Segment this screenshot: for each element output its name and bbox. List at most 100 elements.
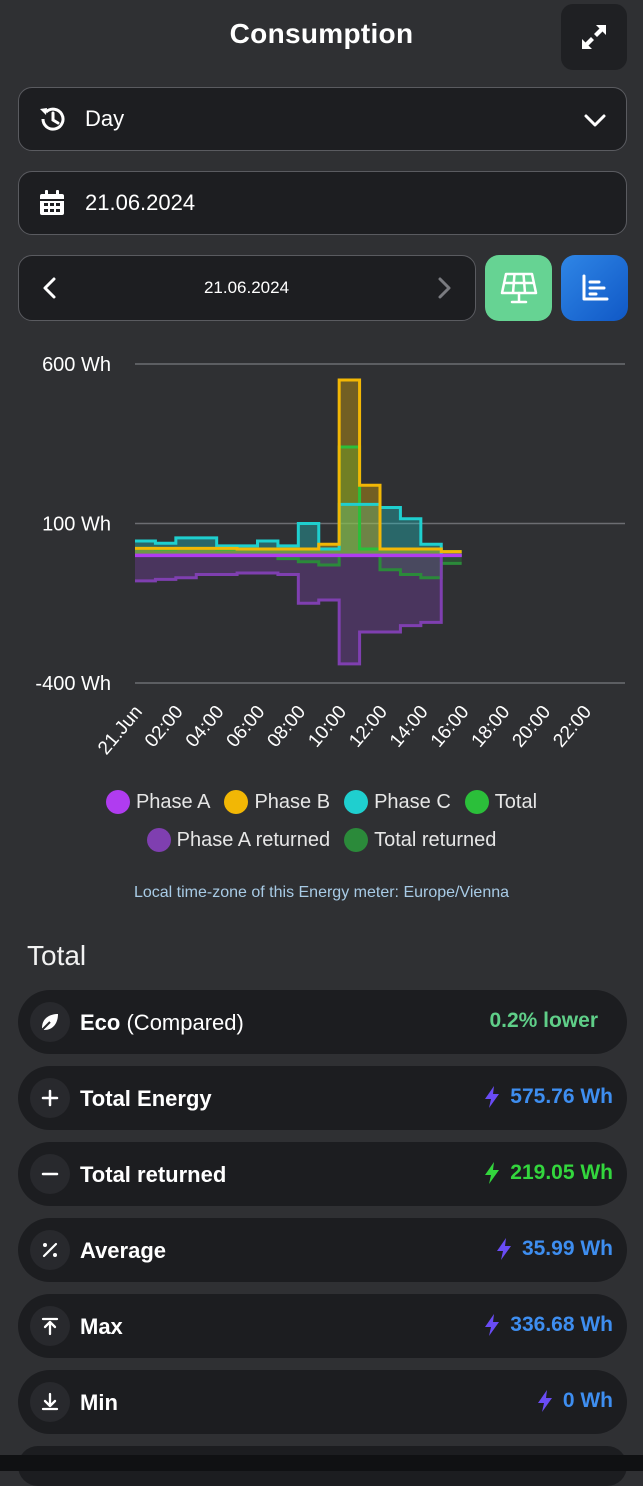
legend-label: Phase A returned xyxy=(176,828,331,851)
bolt-icon xyxy=(485,1314,500,1336)
stat-label: Eco (Compared) xyxy=(80,1010,244,1036)
x-tick-label: 10:00 xyxy=(304,702,351,752)
stat-label: Min xyxy=(80,1390,118,1416)
x-tick-label: 12:00 xyxy=(345,702,392,752)
stat-value: 0.2% lower xyxy=(489,1009,598,1033)
legend-swatch xyxy=(105,790,130,814)
stat-icon-wrap xyxy=(30,1382,70,1422)
stat-icon-wrap xyxy=(30,1306,70,1346)
stat-label-main: Average xyxy=(80,1238,167,1263)
legend-swatch xyxy=(344,790,369,814)
stat-label-sub: (Compared) xyxy=(126,1010,244,1035)
bar-chart-button[interactable] xyxy=(561,255,628,321)
legend-label: Phase B xyxy=(254,790,331,813)
legend-label: Phase C xyxy=(374,790,451,813)
stat-icon-wrap xyxy=(30,1230,70,1270)
header: Consumption xyxy=(0,0,643,75)
solar-panel-icon xyxy=(500,272,537,304)
arrow-up-to-line-icon xyxy=(41,1317,59,1336)
bar-chart-icon xyxy=(582,274,608,301)
y-tick-label: 100 Wh xyxy=(42,514,111,536)
date-navigator: 21.06.2024 xyxy=(18,255,476,321)
chevron-right-icon[interactable] xyxy=(431,275,457,301)
x-tick-label: 16:00 xyxy=(427,702,474,752)
calendar-icon xyxy=(40,190,64,215)
expand-button[interactable] xyxy=(561,4,627,70)
stat-icon-wrap xyxy=(30,1002,70,1042)
totals-title: Total xyxy=(27,940,87,971)
x-tick-label: 20:00 xyxy=(509,702,556,752)
x-tick-label: 02:00 xyxy=(141,702,188,752)
stat-label-main: Total Energy xyxy=(80,1086,212,1111)
stat-row-average: Average 35.99 Wh xyxy=(18,1218,627,1282)
timezone-note: Local time-zone of this Energy meter: Eu… xyxy=(133,884,510,901)
stat-row-total-returned: Total returned 219.05 Wh xyxy=(18,1142,627,1206)
legend-item[interactable]: Phase A xyxy=(105,790,211,814)
chart-legend: Phase A Phase B Phase C Total Phase A retur… xyxy=(0,790,643,866)
stat-value: 336.68 Wh xyxy=(482,1313,613,1337)
date-field[interactable]: 21.06.2024 xyxy=(18,171,627,235)
chevron-down-icon xyxy=(584,114,606,127)
stat-value-text: 0 Wh xyxy=(562,1389,613,1412)
solar-panel-button[interactable] xyxy=(485,255,552,321)
stat-value: 219.05 Wh xyxy=(482,1161,613,1185)
legend-swatch xyxy=(464,790,489,814)
stat-label: Average xyxy=(80,1238,166,1264)
bolt-icon xyxy=(537,1390,552,1412)
stat-label-main: Max xyxy=(80,1314,123,1339)
stat-value-text: 219.05 Wh xyxy=(510,1161,613,1184)
legend-swatch xyxy=(344,828,369,852)
y-tick-label: -400 Wh xyxy=(35,673,111,695)
stat-row-eco: Eco (Compared) 0.2% lower xyxy=(18,990,627,1054)
x-tick-label: 06:00 xyxy=(223,702,270,752)
series-line-1 xyxy=(135,378,462,554)
stat-value-text: 0.2% lower xyxy=(489,1009,598,1032)
stat-row-min: Min 0 Wh xyxy=(18,1370,627,1434)
stat-icon-wrap xyxy=(30,1154,70,1194)
percent-icon xyxy=(42,1242,58,1258)
plus-icon xyxy=(41,1089,59,1107)
series-area-4 xyxy=(135,555,462,664)
stat-value: 575.76 Wh xyxy=(482,1085,613,1109)
legend-label: Phase A xyxy=(135,790,211,813)
arrow-down-to-line-icon xyxy=(41,1392,59,1411)
leaf-icon xyxy=(41,1014,58,1031)
expand-icon xyxy=(582,25,606,49)
chevron-left-icon[interactable] xyxy=(37,275,63,301)
x-tick-label: 21.Jun xyxy=(94,702,147,759)
stat-value-text: 35.99 Wh xyxy=(521,1237,613,1260)
date-field-value: 21.06.2024 xyxy=(85,190,196,215)
stat-label-main: Eco xyxy=(80,1010,121,1035)
stat-label: Max xyxy=(80,1314,123,1340)
series-line-2 xyxy=(135,502,462,557)
stat-icon-wrap xyxy=(30,1078,70,1118)
legend-item[interactable]: Total xyxy=(464,790,538,814)
history-icon xyxy=(40,107,65,131)
legend-item[interactable]: Phase A returned xyxy=(146,828,331,852)
minus-icon xyxy=(41,1172,59,1176)
x-tick-label: 08:00 xyxy=(264,702,311,752)
energy-chart: 600 Wh 100 Wh -400 Wh 21.Jun02:0004:0006:00… xyxy=(35,354,625,759)
legend-item[interactable]: Phase C xyxy=(344,790,451,814)
stat-row-max: Max 336.68 Wh xyxy=(18,1294,627,1358)
x-tick-label: 04:00 xyxy=(182,702,229,752)
bolt-icon xyxy=(485,1162,500,1184)
stat-row-total-energy: Total Energy 575.76 Wh xyxy=(18,1066,627,1130)
x-tick-label: 22:00 xyxy=(549,702,596,752)
stat-label-main: Min xyxy=(80,1390,118,1415)
stat-value-text: 336.68 Wh xyxy=(510,1313,613,1336)
bolt-icon xyxy=(496,1238,511,1260)
current-date: 21.06.2024 xyxy=(203,278,290,297)
y-tick-label: 600 Wh xyxy=(42,354,111,376)
legend-item[interactable]: Phase B xyxy=(224,790,330,814)
x-tick-label: 18:00 xyxy=(468,702,515,752)
stat-label: Total returned xyxy=(80,1162,226,1188)
stat-value: 0 Wh xyxy=(535,1389,613,1413)
legend-label: Total xyxy=(494,790,538,813)
period-select-value: Day xyxy=(85,106,125,131)
stat-value-text: 575.76 Wh xyxy=(510,1085,613,1108)
series-line-4 xyxy=(135,553,462,666)
period-select[interactable]: Day xyxy=(18,87,627,151)
legend-item[interactable]: Total returned xyxy=(344,828,496,852)
legend-swatch xyxy=(146,828,171,852)
